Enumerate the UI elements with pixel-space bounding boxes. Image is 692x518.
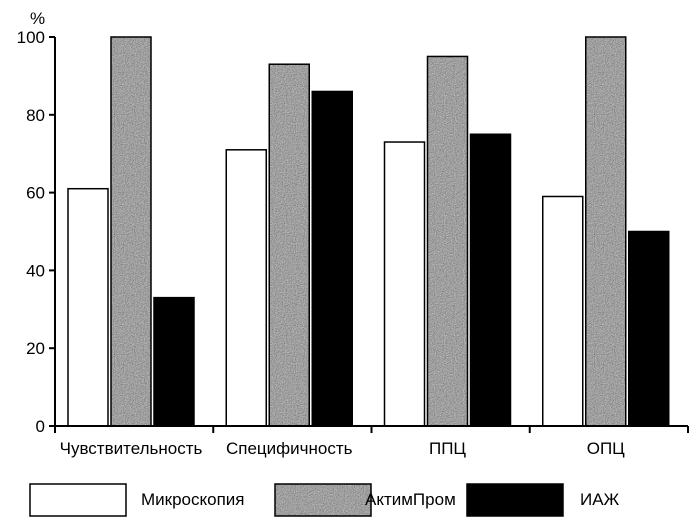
x-category-label: Чувствительность [60, 439, 203, 458]
y-tick-label: 40 [26, 261, 45, 280]
bar-3-3 [469, 133, 512, 427]
bar-1-2 [225, 149, 267, 427]
x-axis: Чувствительность Специфичность ППЦ ОПЦ [54, 425, 689, 458]
x-category-label: ППЦ [429, 439, 466, 458]
legend-label: Микроскопия [141, 490, 245, 509]
legend-swatch [466, 483, 564, 517]
legend-label: АктимПром [365, 490, 456, 509]
bar-2-2 [268, 63, 310, 427]
bar-2-1 [110, 36, 152, 427]
y-tick-label: 100 [17, 28, 45, 47]
y-tick-label: 0 [36, 417, 45, 436]
bar-1-3 [383, 141, 426, 427]
bar-2-3 [426, 55, 469, 427]
legend-label: ИАЖ [580, 490, 620, 509]
bar-3-4 [628, 230, 670, 427]
bar-1-1 [67, 187, 109, 427]
bar-2-4 [585, 36, 627, 427]
bar-3-2 [311, 90, 353, 427]
legend-swatch [274, 483, 372, 517]
y-tick-label: 60 [26, 184, 45, 203]
x-category-label: Специфичность [226, 439, 353, 458]
y-axis-unit-label: % [30, 9, 45, 28]
bars [67, 36, 670, 427]
legend-swatch [29, 483, 127, 517]
y-tick-label: 80 [26, 106, 45, 125]
bar-1-4 [542, 195, 584, 427]
legend: Микроскопия АктимПром ИАЖ [29, 483, 620, 517]
y-axis: 0 20 40 60 80 100 [17, 28, 56, 436]
bar-3-1 [153, 296, 195, 427]
x-category-label: ОПЦ [587, 439, 625, 458]
y-tick-label: 20 [26, 339, 45, 358]
